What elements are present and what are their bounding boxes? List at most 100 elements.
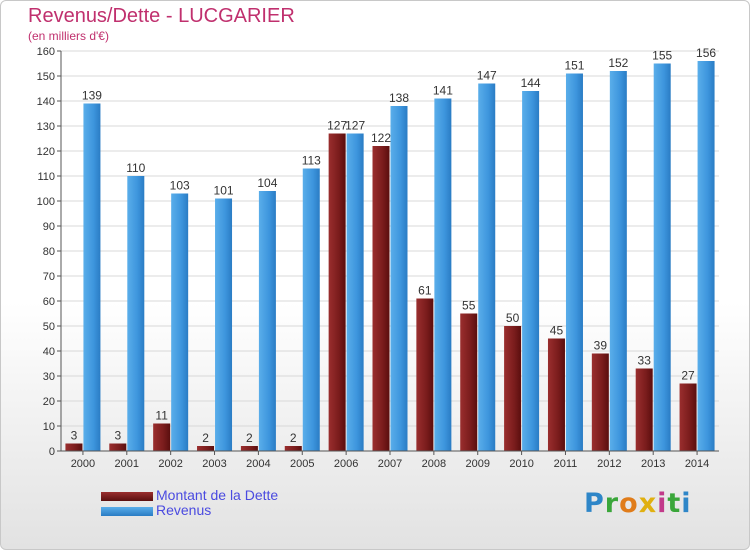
bar-dette [372,146,390,451]
data-label-dette: 122 [371,131,391,145]
x-tick-label: 2006 [334,458,358,470]
x-tick-label: 2007 [378,458,402,470]
data-label-revenus: 104 [257,176,277,190]
y-tick-label: 10 [43,421,55,433]
legend-swatch-dette [101,492,153,501]
y-tick-label: 110 [37,171,55,183]
x-tick-label: 2003 [202,458,226,470]
bar-dette [153,423,171,451]
bar-dette [547,338,565,451]
data-label-revenus: 103 [170,179,190,193]
x-tick-label: 2005 [290,458,314,470]
data-label-dette: 39 [594,339,608,353]
bar-dette [240,446,258,451]
bar-dette [460,313,478,451]
legend-label-dette: Montant de la Dette [156,487,279,503]
bar-revenus [565,73,583,451]
bar-revenus [346,133,364,451]
axes: 0 10 20 30 40 50 60 70 80 90 100 110 120 130 140 150 160… [37,46,719,470]
data-label-revenus: 152 [608,56,628,70]
x-tick-label: 2011 [554,458,578,470]
data-label-revenus: 110 [126,161,145,175]
gridlines [61,50,719,452]
y-tick-label: 90 [43,221,55,233]
data-label-dette: 45 [550,324,564,338]
data-label-revenus: 151 [564,59,584,73]
y-tick-label: 70 [43,271,55,283]
data-label-dette: 127 [327,119,347,133]
bar-revenus [434,98,452,451]
data-label-revenus: 101 [214,184,234,198]
bar-revenus [83,103,101,451]
logo-letter: i [681,488,692,519]
y-tick-label: 0 [49,446,55,458]
legend-swatch-revenus [101,507,153,516]
data-label-revenus: 113 [302,154,321,168]
logo-letter: o [619,488,639,519]
bar-dette [504,326,522,451]
x-tick-label: 2002 [158,458,182,470]
bar-dette [679,383,697,451]
logo-letter: P [584,488,605,519]
data-label-revenus: 139 [82,89,102,103]
data-label-dette: 55 [462,299,476,313]
data-label-revenus: 156 [696,46,716,60]
bar-dette [591,353,609,451]
data-label-dette: 11 [155,409,168,423]
bar-revenus [127,176,145,451]
x-tick-label: 2013 [641,458,665,470]
data-label-revenus: 155 [652,49,672,63]
data-label-dette: 50 [506,311,520,325]
bar-revenus [390,106,408,451]
chart-title: Revenus/Dette - LUCGARIER [28,5,295,27]
x-tick-label: 2012 [597,458,621,470]
bar-dette [284,446,302,451]
bar-dette [328,133,346,451]
data-label-revenus: 147 [477,69,497,83]
bar-revenus [171,193,189,451]
logo-letter: x [638,488,658,519]
y-tick-label: 140 [37,96,55,108]
data-label-dette: 2 [246,431,253,445]
bar-dette [197,446,215,451]
data-label-revenus: 127 [345,119,365,133]
x-tick-label: 2000 [71,458,95,470]
x-tick-label: 2009 [465,458,489,470]
data-label-revenus: 144 [521,76,541,90]
y-tick-label: 30 [43,371,55,383]
data-label-dette: 2 [202,431,209,445]
x-tick-label: 2001 [115,458,139,470]
bar-dette [65,443,83,451]
bar-revenus [258,191,276,451]
logo-letter: t [667,488,682,519]
x-tick-label: 2010 [509,458,533,470]
bar-dette [416,298,434,451]
y-tick-label: 50 [43,321,55,333]
bar-dette [109,443,127,451]
proxiti-logo: Proxiti [584,488,692,519]
bars [65,61,715,451]
data-label-dette: 2 [290,431,297,445]
y-tick-label: 20 [43,396,55,408]
bar-revenus [522,91,540,451]
y-tick-label: 80 [43,246,55,258]
data-label-dette: 61 [418,284,432,298]
bar-revenus [215,198,233,451]
bar-revenus [653,63,671,451]
data-label-revenus: 138 [389,91,409,105]
legend-label-revenus: Revenus [156,502,212,518]
data-label-dette: 27 [681,369,695,383]
data-label-revenus: 141 [433,84,453,98]
data-label-dette: 3 [71,429,78,443]
logo-letter: i [657,488,668,519]
y-tick-label: 40 [43,346,55,358]
bar-revenus [697,61,715,451]
bar-dette [635,368,653,451]
y-tick-label: 60 [43,296,55,308]
x-tick-label: 2008 [422,458,446,470]
y-tick-label: 120 [37,146,55,158]
y-tick-label: 160 [37,46,55,58]
